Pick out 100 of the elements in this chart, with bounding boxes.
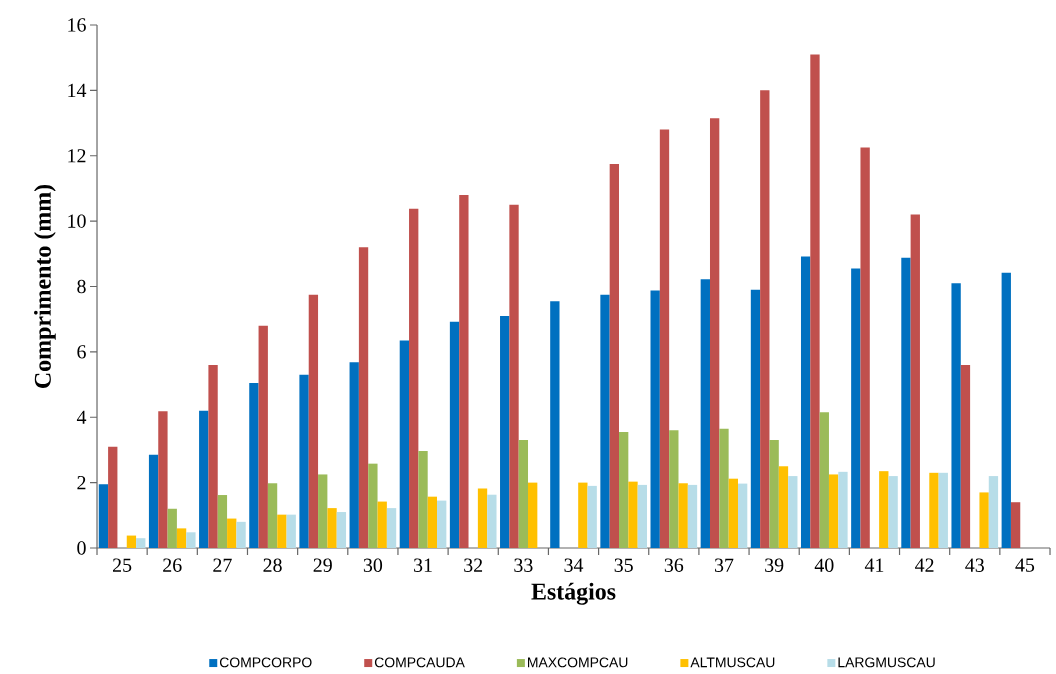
bar	[277, 514, 287, 548]
bar	[199, 410, 209, 548]
bar	[477, 488, 488, 548]
bar	[286, 514, 296, 548]
bar	[669, 430, 679, 548]
x-tick-label: 43	[965, 558, 984, 572]
bar	[788, 476, 798, 548]
x-tick-label: 33	[514, 558, 533, 572]
bar	[901, 257, 911, 548]
bar	[851, 268, 861, 548]
bar	[709, 118, 720, 548]
y-tick-label: 12	[68, 149, 86, 163]
bar	[158, 411, 168, 548]
bar	[979, 492, 989, 548]
legend-label: COMPCORPO	[219, 657, 312, 668]
y-tick-label: 4	[76, 410, 87, 424]
bar	[637, 484, 647, 548]
bar	[249, 382, 259, 548]
y-tick-label: 10	[68, 214, 86, 228]
bar	[386, 508, 397, 548]
bar	[938, 472, 948, 548]
bar	[838, 471, 848, 548]
bar	[336, 512, 347, 548]
bar	[358, 247, 369, 548]
y-tick-label: 14	[68, 83, 87, 97]
y-axis-title: Comprimento (mm)	[34, 184, 56, 388]
legend-label: COMPCAUDA	[374, 657, 465, 668]
bar	[528, 482, 538, 548]
bar	[368, 463, 378, 548]
bar	[459, 194, 469, 548]
y-tick-label: 8	[77, 279, 86, 294]
bar	[659, 129, 670, 548]
bar	[650, 290, 660, 548]
bar	[828, 474, 839, 548]
x-tick-label: 45	[1015, 558, 1035, 572]
bar	[888, 476, 898, 548]
bar	[678, 483, 688, 548]
bar	[176, 528, 187, 548]
bar	[518, 440, 529, 548]
bar	[399, 340, 410, 548]
bar	[600, 294, 610, 548]
bar	[509, 204, 519, 548]
x-tick-label: 29	[313, 558, 332, 572]
bar	[700, 279, 710, 548]
bar	[550, 301, 560, 548]
bar	[587, 485, 597, 548]
bar	[108, 446, 118, 548]
bar	[258, 325, 268, 548]
bar	[578, 482, 588, 548]
bar	[418, 450, 428, 548]
bar	[299, 374, 309, 548]
x-tick-label: 40	[814, 558, 834, 572]
x-tick-label: 25	[113, 558, 132, 572]
x-tick-label: 31	[414, 558, 432, 572]
y-tick-label: 6	[77, 345, 86, 359]
bar	[619, 431, 629, 548]
y-tick-label: 2	[77, 476, 86, 490]
bar	[910, 214, 920, 548]
bar	[126, 535, 137, 548]
bar	[800, 256, 811, 548]
bar	[960, 364, 971, 548]
bar	[819, 412, 829, 548]
bar	[988, 476, 999, 548]
bar	[760, 90, 770, 548]
bar	[737, 483, 748, 548]
bar	[487, 494, 497, 548]
bar	[208, 364, 218, 548]
legend-label: ALTMUSCAU	[690, 657, 775, 668]
y-tick-label: 0	[77, 541, 86, 555]
bar	[308, 294, 319, 548]
bar	[318, 474, 328, 548]
x-tick-label: 39	[765, 558, 784, 572]
x-tick-label: 36	[664, 558, 684, 572]
x-tick-label: 26	[163, 558, 182, 572]
bar	[136, 538, 146, 548]
bar	[437, 500, 447, 548]
x-tick-label: 42	[915, 558, 934, 572]
x-tick-label: 32	[464, 558, 483, 572]
bar	[750, 289, 761, 548]
legend-label: MAXCOMPCAU	[528, 657, 628, 668]
x-axis-title: Estágios	[531, 582, 616, 605]
bar	[186, 532, 196, 548]
bar	[628, 481, 638, 548]
bar	[769, 440, 779, 548]
bar	[1010, 502, 1021, 548]
bar	[227, 518, 237, 548]
bar	[951, 283, 961, 548]
x-tick-label: 30	[363, 558, 383, 572]
x-tick-label: 41	[864, 558, 884, 572]
x-tick-label: 27	[213, 558, 232, 572]
x-tick-label: 34	[564, 558, 584, 572]
bar	[427, 496, 438, 548]
legend-label: LARGMUSCAU	[838, 657, 935, 668]
bar	[810, 54, 820, 548]
x-tick-label: 37	[714, 558, 734, 572]
bar	[1001, 272, 1011, 548]
bar	[217, 495, 228, 548]
bar	[148, 454, 159, 548]
bar	[929, 472, 939, 548]
bar	[500, 315, 510, 548]
